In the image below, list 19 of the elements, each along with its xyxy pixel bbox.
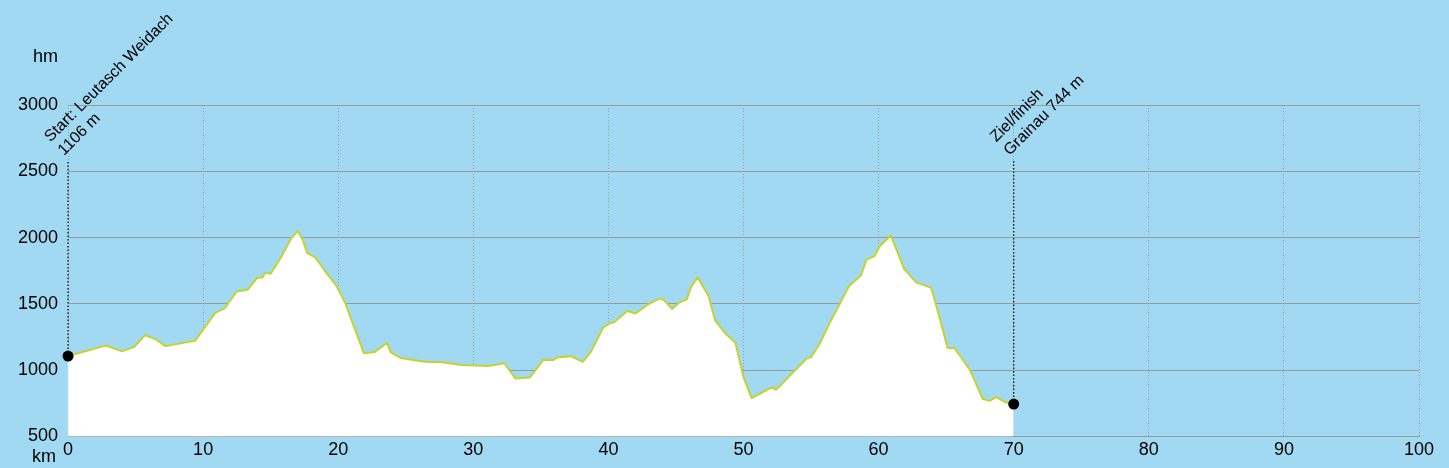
y-tick-label: 500	[28, 425, 59, 446]
x-tick-label: 50	[733, 439, 754, 460]
y-tick-label: 3000	[18, 93, 59, 114]
x-tick-label: 0	[63, 439, 74, 460]
y-axis-title: hm	[33, 45, 59, 66]
x-tick-label: 80	[1138, 439, 1159, 460]
x-axis-title: km	[32, 446, 57, 467]
y-tick-label: 2500	[18, 160, 59, 181]
x-tick-label: 90	[1273, 439, 1294, 460]
x-tick-label: 60	[868, 439, 889, 460]
y-tick-label: 1000	[18, 359, 59, 380]
y-tick-label: 1500	[18, 292, 59, 313]
x-tick-label: 20	[328, 439, 349, 460]
y-tick-label: 2000	[18, 226, 59, 247]
x-tick-label: 40	[598, 439, 619, 460]
x-tick-label: 10	[193, 439, 214, 460]
x-tick-label: 30	[463, 439, 484, 460]
x-tick-label: 70	[1003, 439, 1024, 460]
x-tick-label: 100	[1403, 439, 1435, 460]
